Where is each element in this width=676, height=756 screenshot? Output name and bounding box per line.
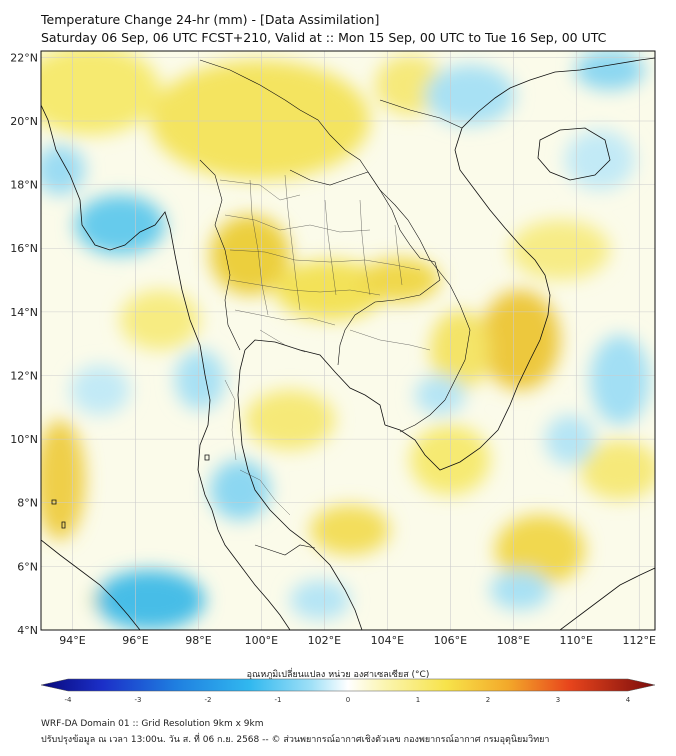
- longitude-labels: 94°E 96°E 98°E 100°E 102°E 104°E 106°E 108°E 110…: [59, 634, 656, 647]
- colorbar-tick-label: 1: [416, 696, 420, 704]
- map-title: Temperature Change 24-hr (mm) - [Data As…: [41, 12, 380, 27]
- colorbar-tick-label: -4: [65, 696, 73, 704]
- lon-label: 96°E: [122, 634, 148, 647]
- lon-label: 100°E: [245, 634, 278, 647]
- map-frame: [40, 50, 656, 631]
- lon-label: 94°E: [59, 634, 85, 647]
- colorbar-tick-label: -2: [205, 696, 212, 704]
- country-borders: [199, 59, 471, 556]
- colorbar: -4 -3 -2 -1 0 1 2 3 4: [40, 678, 656, 704]
- lon-label: 108°E: [497, 634, 530, 647]
- colorbar-tick-label: 2: [486, 696, 490, 704]
- lat-label: 22°N: [10, 51, 38, 64]
- colorbar-title: อุณหภูมิเปลี่ยนแปลง หน่วย องศาเซลเซียส (…: [246, 670, 430, 680]
- lat-label: 12°N: [10, 369, 38, 382]
- lat-label: 16°N: [10, 242, 38, 255]
- lat-label: 14°N: [10, 306, 38, 319]
- colorbar-ramp: [40, 678, 656, 692]
- graticule: [41, 51, 655, 630]
- footer-update-info: ปรับปรุงข้อมูล ณ เวลา 13:00น. วัน ส. ที่…: [41, 735, 550, 745]
- colorbar-tick-label: -3: [135, 696, 142, 704]
- lon-label: 104°E: [371, 634, 404, 647]
- lon-label: 106°E: [434, 634, 467, 647]
- colorbar-tick-label: 4: [626, 696, 631, 704]
- lat-label: 10°N: [10, 433, 38, 446]
- lat-label: 20°N: [10, 115, 38, 128]
- footer-model-info: WRF-DA Domain 01 :: Grid Resolution 9km …: [41, 719, 264, 729]
- lon-label: 110°E: [560, 634, 593, 647]
- lat-label: 6°N: [17, 560, 38, 573]
- lon-label: 98°E: [185, 634, 211, 647]
- lon-label: 112°E: [623, 634, 656, 647]
- latitude-labels: 22°N 20°N 18°N 16°N 14°N 12°N 10°N 8°N 6°N 4°N: [10, 51, 38, 637]
- map-subtitle: Saturday 06 Sep, 06 UTC FCST+210, Valid …: [41, 30, 607, 45]
- colorbar-tick-label: 3: [556, 696, 560, 704]
- temperature-change-map: 22°N 20°N 18°N 16°N 14°N 12°N 10°N 8°N 6°N 4°N 94…: [10, 50, 656, 647]
- lat-label: 18°N: [10, 179, 38, 192]
- lon-label: 102°E: [308, 634, 341, 647]
- province-boundaries: [219, 174, 431, 516]
- colorbar-tick-label: 0: [346, 696, 350, 704]
- lat-label: 4°N: [17, 624, 38, 637]
- temperature-field: [41, 51, 655, 630]
- colorbar-ticks: -4 -3 -2 -1 0 1 2 3 4: [65, 696, 631, 704]
- coastlines: [41, 57, 655, 630]
- colorbar-tick-label: -1: [275, 696, 282, 704]
- lat-label: 8°N: [17, 497, 38, 510]
